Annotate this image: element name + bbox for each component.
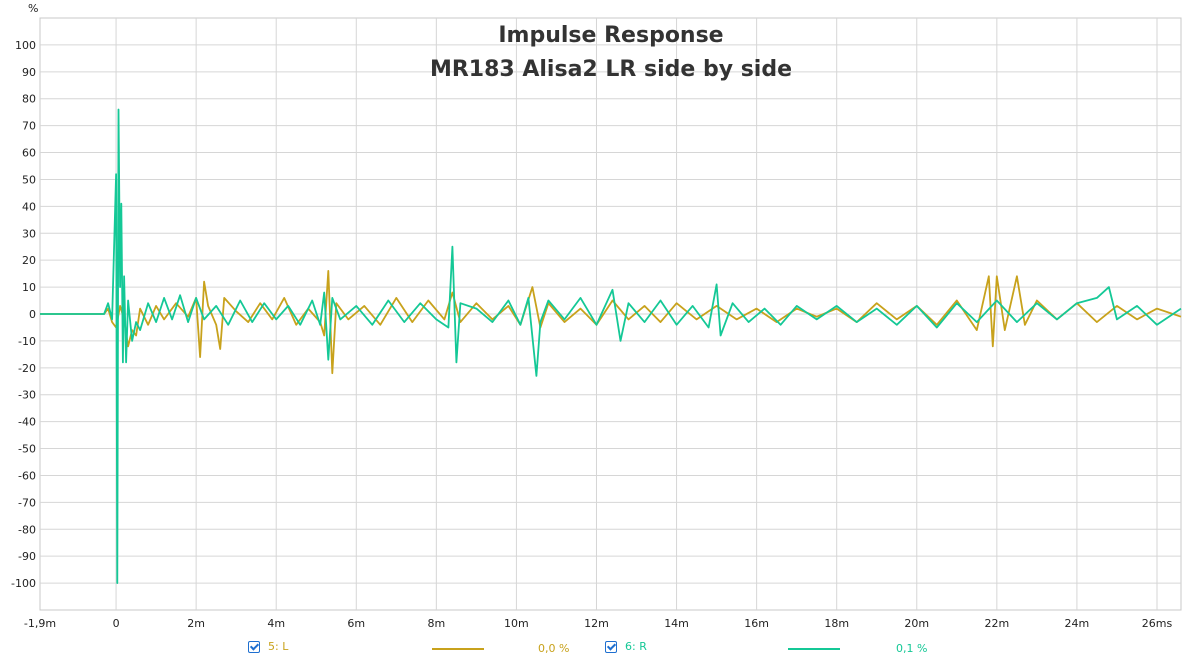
y-tick-label: 0 <box>29 308 36 321</box>
series-r-value: 0,1 % <box>896 642 928 655</box>
y-tick-label: 100 <box>15 39 36 52</box>
y-tick-label: 30 <box>22 227 36 240</box>
tick-labels: 1009080706050403020100-10-20-30-40-50-60… <box>11 39 1172 630</box>
x-tick-label: 0 <box>113 617 120 630</box>
x-tick-label: 12m <box>584 617 609 630</box>
y-tick-label: -30 <box>18 389 36 402</box>
legend: 5: L 0,0 % 6: R 0,1 % <box>0 640 1200 662</box>
y-tick-label: -100 <box>11 577 36 590</box>
y-tick-label: -60 <box>18 469 36 482</box>
series-r-swatch <box>788 648 840 650</box>
series-r-line <box>40 108 1182 584</box>
y-axis-unit-label: % <box>28 2 38 15</box>
y-tick-label: -70 <box>18 496 36 509</box>
x-tick-label: 16m <box>744 617 769 630</box>
y-tick-label: 40 <box>22 200 36 213</box>
series-l-swatch <box>432 648 484 650</box>
y-tick-label: 60 <box>22 147 36 160</box>
x-tick-label: 18m <box>824 617 849 630</box>
y-tick-label: -40 <box>18 416 36 429</box>
x-tick-label: 4m <box>267 617 285 630</box>
y-tick-label: 50 <box>22 173 36 186</box>
y-tick-label: -20 <box>18 362 36 375</box>
x-tick-label: 8m <box>427 617 445 630</box>
x-tick-label: 26ms <box>1142 617 1173 630</box>
y-tick-label: -80 <box>18 523 36 536</box>
series-l-line <box>40 270 1182 375</box>
x-tick-label: 24m <box>1065 617 1090 630</box>
x-tick-label: -1,9m <box>24 617 56 630</box>
y-tick-label: 70 <box>22 120 36 133</box>
x-tick-label: 6m <box>347 617 365 630</box>
series-r-checkbox[interactable] <box>605 641 617 653</box>
chart-subtitle: MR183 Alisa2 LR side by side <box>430 57 792 82</box>
x-tick-label: 10m <box>504 617 529 630</box>
y-tick-label: -10 <box>18 335 36 348</box>
series-l-checkbox[interactable] <box>248 641 260 653</box>
x-tick-label: 22m <box>984 617 1009 630</box>
y-tick-label: -90 <box>18 550 36 563</box>
x-tick-label: 14m <box>664 617 689 630</box>
series-r-label: 6: R <box>625 640 647 653</box>
y-tick-label: 20 <box>22 254 36 267</box>
y-tick-label: 90 <box>22 66 36 79</box>
chart-title: Impulse Response <box>498 23 723 48</box>
x-tick-label: 20m <box>904 617 929 630</box>
y-tick-label: 10 <box>22 281 36 294</box>
series-l-label: 5: L <box>268 640 289 653</box>
y-tick-label: -50 <box>18 443 36 456</box>
series-layer <box>40 108 1182 584</box>
x-tick-label: 2m <box>187 617 205 630</box>
series-l-value: 0,0 % <box>538 642 570 655</box>
y-tick-label: 80 <box>22 93 36 106</box>
